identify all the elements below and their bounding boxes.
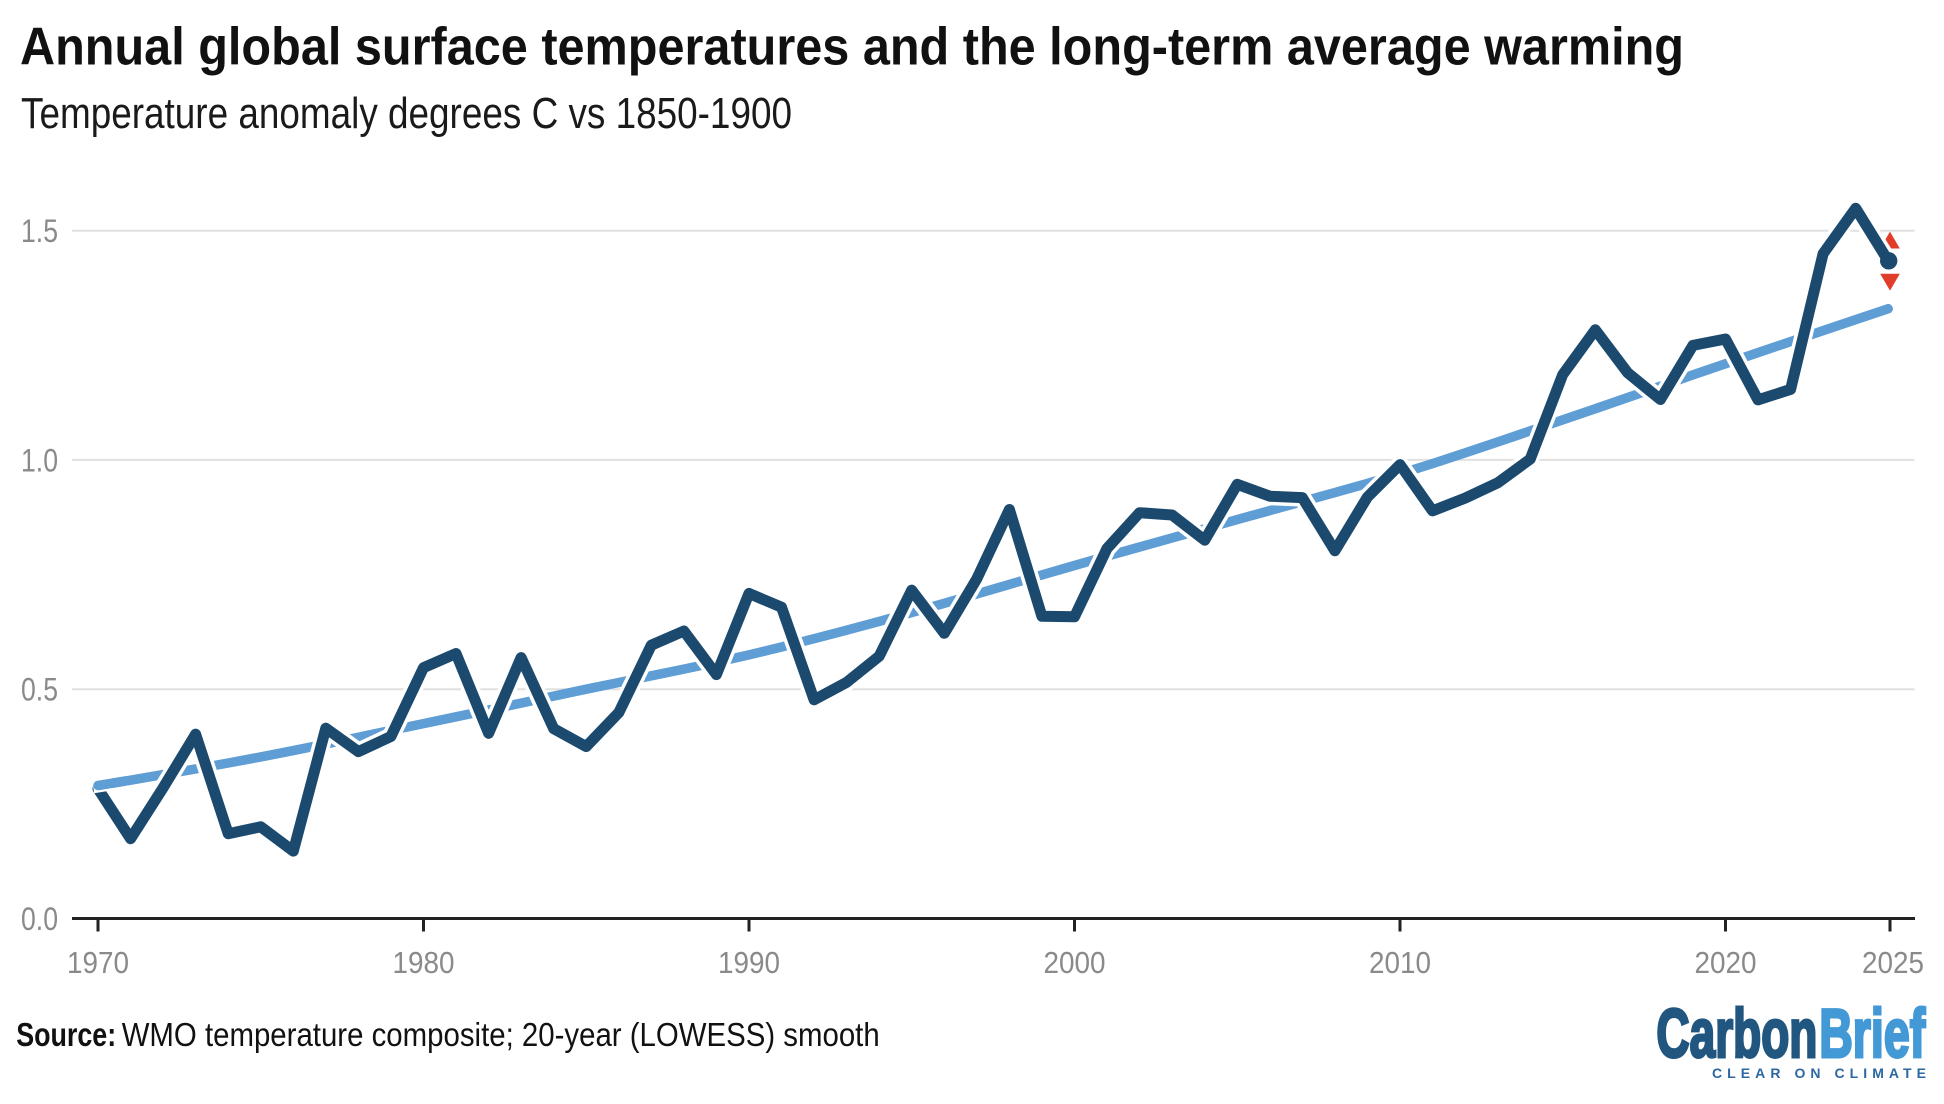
svg-text:Temperature anomaly degrees C: Temperature anomaly degrees C vs 1850-19… [21, 89, 792, 138]
svg-text:0.0: 0.0 [21, 901, 58, 937]
svg-text:Brief: Brief [1819, 995, 1926, 1072]
svg-text:1.5: 1.5 [21, 213, 58, 249]
svg-text:2020: 2020 [1695, 945, 1757, 980]
svg-text:2010: 2010 [1369, 945, 1431, 980]
svg-text:2000: 2000 [1044, 945, 1106, 980]
svg-text:Annual global surface temperat: Annual global surface temperatures and t… [20, 18, 1684, 77]
svg-text:1.0: 1.0 [21, 442, 58, 478]
svg-text:0.5: 0.5 [21, 672, 58, 708]
svg-text:1970: 1970 [67, 945, 129, 980]
svg-text:1980: 1980 [393, 945, 455, 980]
svg-text:2025: 2025 [1862, 945, 1924, 980]
svg-text:Carbon: Carbon [1656, 995, 1817, 1072]
svg-text:WMO temperature composite; 20-: WMO temperature composite; 20-year (LOWE… [122, 1016, 880, 1053]
svg-text:Source:: Source: [16, 1016, 116, 1053]
svg-text:1990: 1990 [718, 945, 780, 980]
svg-text:CLEAR ON CLIMATE: CLEAR ON CLIMATE [1712, 1065, 1926, 1081]
